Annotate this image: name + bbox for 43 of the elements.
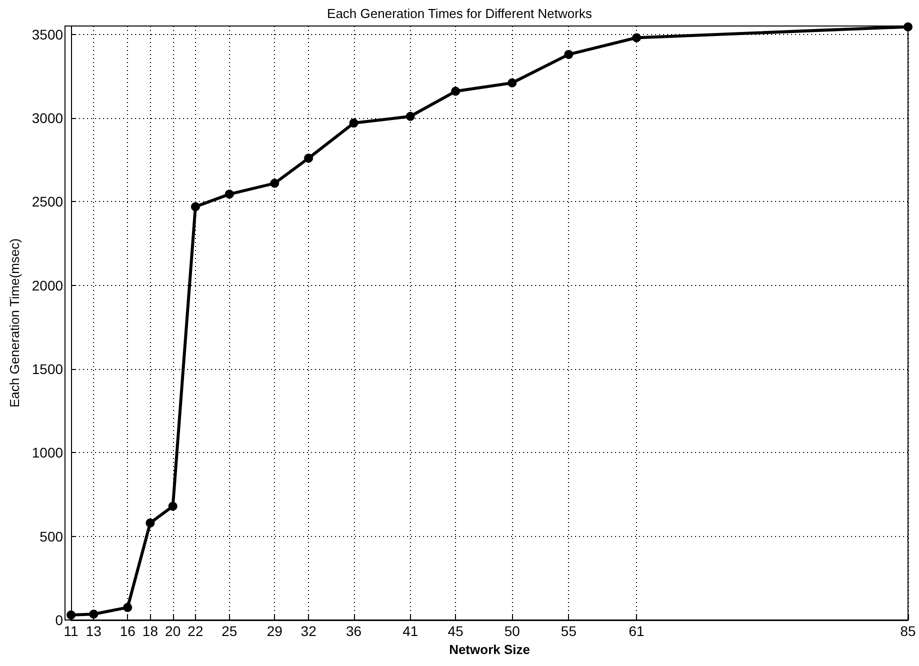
point: [146, 518, 155, 528]
x-tick-label: 61: [628, 623, 645, 639]
point: [508, 78, 517, 88]
point: [304, 154, 314, 163]
y-tick-label: 2000: [32, 277, 64, 294]
x-tick-label: 45: [448, 623, 464, 639]
y-axis-title: Each Generation Time(msec): [7, 238, 22, 408]
x-tick-label: 41: [402, 623, 418, 639]
y-tick-label: 0: [55, 612, 64, 628]
y-tick-label: 2500: [32, 194, 64, 210]
point: [564, 50, 574, 59]
x-tick-label: 36: [346, 623, 362, 639]
x-tick-label: 50: [504, 623, 520, 639]
chart-title: Each Generation Times for Different Networks: [327, 6, 592, 21]
x-tick-label: 55: [560, 623, 577, 639]
point: [89, 610, 98, 619]
y-tick-label: 3500: [32, 26, 64, 42]
x-tick-label: 32: [300, 623, 317, 639]
x-tick-label: 11: [64, 623, 79, 639]
point: [123, 602, 132, 612]
x-tick-label: 85: [900, 623, 916, 639]
y-tick-label: 1500: [32, 361, 64, 378]
x-tick-label: 16: [120, 623, 136, 639]
x-tick-label: 22: [188, 623, 204, 639]
y-tick-label: 3000: [32, 110, 64, 126]
x-tick-label: 25: [222, 623, 238, 639]
x-tick-label: 29: [266, 623, 283, 639]
point: [168, 502, 178, 511]
point: [406, 112, 415, 121]
point: [66, 610, 76, 620]
point: [632, 33, 642, 42]
x-tick-label: 18: [142, 623, 158, 639]
x-tick-label: 13: [86, 623, 102, 639]
point: [224, 190, 234, 199]
y-tick-label: 500: [40, 528, 64, 544]
point: [349, 118, 358, 128]
x-tick-label: 20: [165, 623, 181, 639]
x-axis-title: Network Size: [449, 642, 530, 657]
point: [451, 86, 460, 96]
y-tick-label: 1000: [32, 444, 64, 461]
point: [190, 202, 200, 212]
point: [270, 178, 280, 188]
point: [904, 22, 912, 32]
